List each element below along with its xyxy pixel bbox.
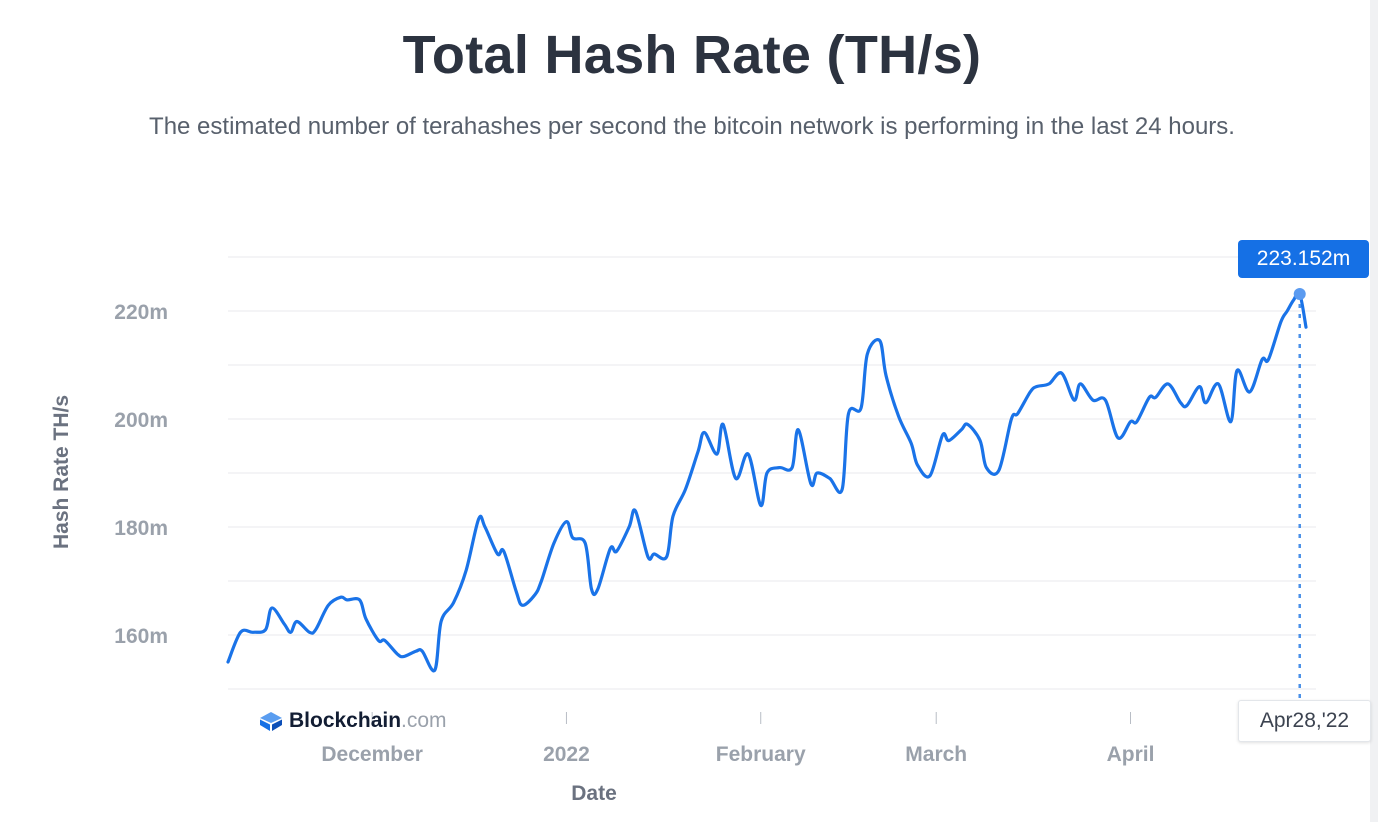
y-tick-label: 200m	[114, 409, 168, 432]
blockchain-brand[interactable]: Blockchain .com	[258, 707, 447, 735]
brand-name: Blockchain	[289, 709, 402, 732]
x-tick-label: December	[321, 743, 423, 766]
scrollbar-track[interactable]	[1370, 0, 1378, 822]
brand-tld: .com	[401, 709, 447, 732]
value-tooltip: 223.152m	[1238, 240, 1369, 278]
x-tick-label: April	[1107, 743, 1155, 766]
x-axis-label: Date	[571, 782, 617, 805]
blockchain-logo-icon	[260, 712, 282, 731]
y-tick-label: 220m	[114, 301, 168, 324]
hover-data-point	[1293, 287, 1306, 300]
y-tick-label: 180m	[114, 517, 168, 540]
x-tick-label: 2022	[543, 743, 590, 766]
y-axis-label: Hash Rate TH/s	[50, 395, 73, 549]
y-axis-ticks: 160m 180m 200m 220m	[114, 301, 168, 648]
chart-subtitle: The estimated number of terahashes per s…	[149, 113, 1235, 140]
grid-lines	[228, 256, 1316, 690]
x-axis-ticks: December 2022 February March April	[321, 712, 1154, 766]
chart-title: Total Hash Rate (TH/s)	[402, 25, 982, 85]
series-line-hash-rate	[226, 291, 1308, 673]
x-tick-label: March	[905, 743, 967, 766]
y-tick-label: 160m	[114, 625, 168, 648]
date-tooltip: Apr28,'22	[1238, 700, 1371, 742]
x-tick-label: February	[716, 743, 806, 766]
